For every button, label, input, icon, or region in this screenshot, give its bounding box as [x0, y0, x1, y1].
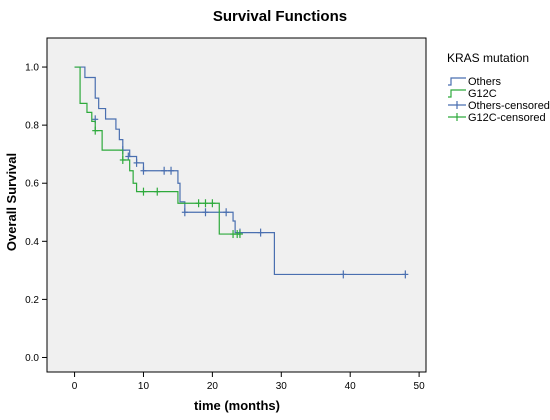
- legend: KRAS mutation OthersG12COthers-censoredG…: [447, 51, 550, 124]
- x-tick-label: 40: [345, 381, 357, 392]
- legend-label: G12C: [468, 88, 497, 100]
- chart-title: Survival Functions: [213, 8, 347, 25]
- series-line-others: [74, 66, 406, 276]
- censor-mark-others: [161, 166, 168, 175]
- legend-label: Others-censored: [468, 100, 550, 112]
- y-tick-label: 0.0: [25, 353, 39, 364]
- censor-mark-others: [168, 166, 175, 175]
- x-tick-label: 10: [138, 381, 150, 392]
- y-tick-label: 0.8: [25, 121, 39, 132]
- legend-swatch: [448, 77, 466, 86]
- legend-title: KRAS mutation: [447, 51, 529, 65]
- y-tick-label: 0.2: [25, 295, 39, 306]
- x-tick-label: 50: [414, 381, 426, 392]
- censor-mark-others: [140, 166, 147, 175]
- legend-item: G12C: [448, 88, 497, 100]
- legend-label: G12C-censored: [468, 112, 546, 124]
- x-tick-label: 20: [207, 381, 219, 392]
- censor-mark-g12c: [202, 199, 209, 208]
- y-tick-label: 0.6: [25, 179, 39, 190]
- censor-mark-others: [125, 152, 132, 161]
- censor-mark-g12c: [195, 199, 202, 208]
- legend-label: Others: [468, 76, 502, 88]
- series-layer: [74, 66, 409, 279]
- legend-item: Others-censored: [448, 100, 550, 112]
- censor-mark-g12c: [236, 230, 243, 239]
- axis-ticks: 0 10 20 30 40 50 0.0 0.2 0.4 0.6 0.8 1.0: [25, 63, 425, 392]
- legend-item: G12C-censored: [448, 112, 546, 124]
- censor-mark-g12c: [209, 199, 216, 208]
- series-line-g12c: [74, 66, 240, 235]
- x-axis-label: time (months): [194, 398, 280, 413]
- censor-mark-others: [133, 158, 140, 167]
- y-tick-label: 1.0: [25, 63, 39, 74]
- legend-swatch: [448, 89, 466, 98]
- y-axis-label: Overall Survival: [4, 153, 19, 251]
- censor-mark-g12c: [154, 187, 161, 196]
- x-tick-label: 30: [276, 381, 288, 392]
- censor-mark-others: [181, 208, 188, 217]
- censor-mark-others: [202, 208, 209, 217]
- plot-area: [46, 37, 427, 373]
- censor-mark-others: [223, 208, 230, 217]
- legend-item: Others: [448, 76, 502, 88]
- censor-mark-others: [402, 270, 409, 279]
- censor-mark-g12c: [92, 126, 99, 135]
- censor-mark-others: [340, 270, 347, 279]
- y-tick-label: 0.4: [25, 237, 39, 248]
- censor-mark-others: [257, 228, 264, 237]
- censor-mark-g12c: [140, 187, 147, 196]
- x-tick-label: 0: [72, 381, 78, 392]
- censor-mark-g12c: [119, 155, 126, 164]
